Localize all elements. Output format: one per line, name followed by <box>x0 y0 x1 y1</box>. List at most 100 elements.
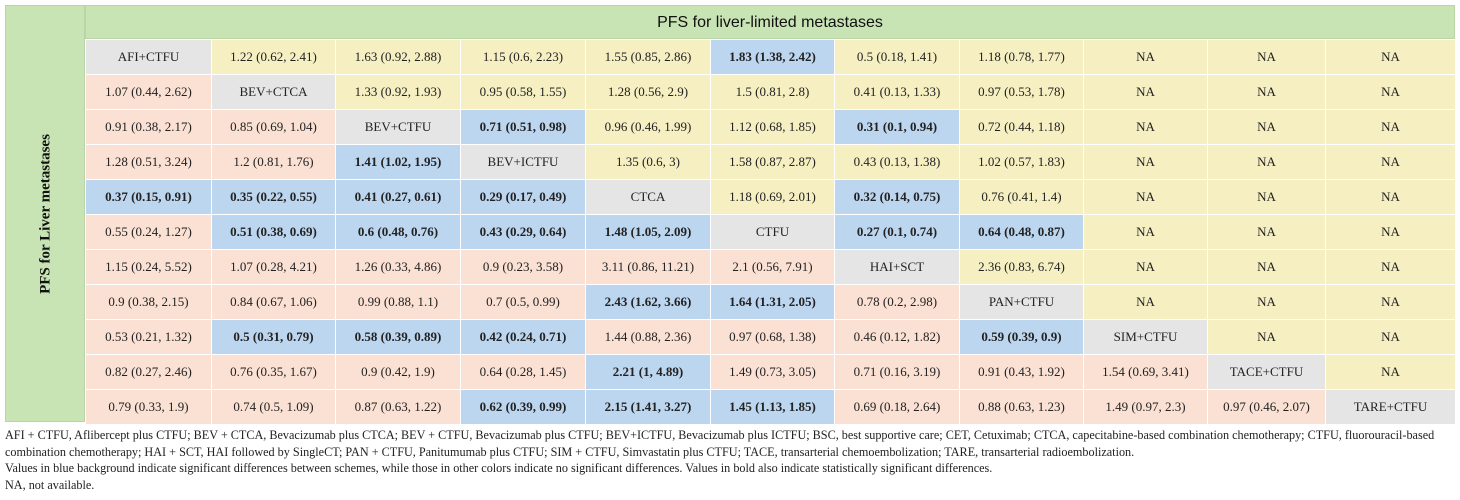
comparison-cell: 0.7 (0.5, 0.99) <box>460 284 586 320</box>
treatment-label-cell: BEV+CTCA <box>211 74 336 110</box>
treatment-label-cell: PAN+CTFU <box>959 284 1084 320</box>
comparison-cell: NA <box>1325 109 1456 145</box>
comparison-cell: 0.35 (0.22, 0.55) <box>211 179 336 215</box>
comparison-cell: NA <box>1207 74 1326 110</box>
comparison-cell: 0.32 (0.14, 0.75) <box>834 179 960 215</box>
comparison-cell: NA <box>1083 74 1208 110</box>
comparison-cell: 1.55 (0.85, 2.86) <box>585 39 711 75</box>
table-row: 0.91 (0.38, 2.17) 0.85 (0.69, 1.04) BEV+CT… <box>85 109 1456 145</box>
comparison-cell: 0.72 (0.44, 1.18) <box>959 109 1084 145</box>
comparison-cell: NA <box>1083 179 1208 215</box>
comparison-cell: 1.28 (0.51, 3.24) <box>85 144 212 180</box>
comparison-cell: 0.95 (0.58, 1.55) <box>460 74 586 110</box>
comparison-cell: 0.76 (0.35, 1.67) <box>211 354 336 390</box>
comparison-cell: 0.76 (0.41, 1.4) <box>959 179 1084 215</box>
comparison-cell: 0.58 (0.39, 0.89) <box>335 319 461 355</box>
comparison-cell: 1.35 (0.6, 3) <box>585 144 711 180</box>
comparison-cell: NA <box>1083 214 1208 250</box>
comparison-cell: 2.1 (0.56, 7.91) <box>710 249 835 285</box>
table-row: 0.82 (0.27, 2.46) 0.76 (0.35, 1.67) 0.9 (0… <box>85 354 1456 390</box>
comparison-cell: 0.74 (0.5, 1.09) <box>211 389 336 425</box>
comparison-cell: 3.11 (0.86, 11.21) <box>585 249 711 285</box>
comparison-cell: 0.9 (0.23, 3.58) <box>460 249 586 285</box>
comparison-cell: 0.6 (0.48, 0.76) <box>335 214 461 250</box>
comparison-cell: 1.64 (1.31, 2.05) <box>710 284 835 320</box>
comparison-cell: 0.97 (0.68, 1.38) <box>710 319 835 355</box>
row-axis-label: PFS for Liver metastases <box>5 5 85 422</box>
comparison-cell: 1.41 (1.02, 1.95) <box>335 144 461 180</box>
comparison-cell: 0.64 (0.28, 1.45) <box>460 354 586 390</box>
comparison-cell: NA <box>1325 39 1456 75</box>
comparison-cell: 2.15 (1.41, 3.27) <box>585 389 711 425</box>
comparison-cell: NA <box>1083 284 1208 320</box>
comparison-cell: 1.49 (0.73, 3.05) <box>710 354 835 390</box>
comparison-cell: 0.51 (0.38, 0.69) <box>211 214 336 250</box>
comparison-cell: NA <box>1083 39 1208 75</box>
comparison-cell: 0.82 (0.27, 2.46) <box>85 354 212 390</box>
column-axis-header: PFS for liver-limited metastases <box>85 5 1455 39</box>
comparison-cell: 1.45 (1.13, 1.85) <box>710 389 835 425</box>
comparison-cell: 0.29 (0.17, 0.49) <box>460 179 586 215</box>
comparison-cell: NA <box>1207 249 1326 285</box>
comparison-cell: 1.15 (0.24, 5.52) <box>85 249 212 285</box>
comparison-cell: NA <box>1207 179 1326 215</box>
comparison-cell: 0.71 (0.16, 3.19) <box>834 354 960 390</box>
comparison-cell: 0.43 (0.29, 0.64) <box>460 214 586 250</box>
comparison-cell: 0.71 (0.51, 0.98) <box>460 109 586 145</box>
comparison-cell: 1.18 (0.69, 2.01) <box>710 179 835 215</box>
comparison-cell: 1.12 (0.68, 1.85) <box>710 109 835 145</box>
comparison-cell: 1.07 (0.28, 4.21) <box>211 249 336 285</box>
comparison-cell: NA <box>1325 354 1456 390</box>
comparison-cell: 1.18 (0.78, 1.77) <box>959 39 1084 75</box>
comparison-cell: 1.5 (0.81, 2.8) <box>710 74 835 110</box>
na-note: NA, not available. <box>5 477 95 492</box>
comparison-cell: 0.87 (0.63, 1.22) <box>335 389 461 425</box>
comparison-cell: 1.48 (1.05, 2.09) <box>585 214 711 250</box>
comparison-cell: 0.64 (0.48, 0.87) <box>959 214 1084 250</box>
comparison-cell: 1.63 (0.92, 2.88) <box>335 39 461 75</box>
comparison-cell: NA <box>1325 249 1456 285</box>
comparison-cell: 1.33 (0.92, 1.93) <box>335 74 461 110</box>
comparison-cell: 0.99 (0.88, 1.1) <box>335 284 461 320</box>
comparison-cell: NA <box>1083 144 1208 180</box>
comparison-cell: 0.37 (0.15, 0.91) <box>85 179 212 215</box>
comparison-cell: 0.91 (0.43, 1.92) <box>959 354 1084 390</box>
comparison-cell: NA <box>1083 109 1208 145</box>
comparison-cell: 0.42 (0.24, 0.71) <box>460 319 586 355</box>
comparison-cell: NA <box>1325 214 1456 250</box>
comparison-cell: 1.54 (0.69, 3.41) <box>1083 354 1208 390</box>
comparison-cell: 1.07 (0.44, 2.62) <box>85 74 212 110</box>
comparison-cell: 0.27 (0.1, 0.74) <box>834 214 960 250</box>
comparison-cell: 1.22 (0.62, 2.41) <box>211 39 336 75</box>
comparison-cell: 0.46 (0.12, 1.82) <box>834 319 960 355</box>
table-row: 1.28 (0.51, 3.24) 1.2 (0.81, 1.76) 1.41 (1… <box>85 144 1456 180</box>
treatment-label-cell: CTFU <box>710 214 835 250</box>
comparison-cell: 0.55 (0.24, 1.27) <box>85 214 212 250</box>
comparison-cell: 0.78 (0.2, 2.98) <box>834 284 960 320</box>
comparison-cell: 0.79 (0.33, 1.9) <box>85 389 212 425</box>
treatment-label-cell: TACE+CTFU <box>1207 354 1326 390</box>
comparison-cell: NA <box>1207 214 1326 250</box>
comparison-cell: 1.02 (0.57, 1.83) <box>959 144 1084 180</box>
comparison-cell: 0.5 (0.18, 1.41) <box>834 39 960 75</box>
comparison-cell: 1.26 (0.33, 4.86) <box>335 249 461 285</box>
comparison-cell: 0.85 (0.69, 1.04) <box>211 109 336 145</box>
comparison-cell: 1.58 (0.87, 2.87) <box>710 144 835 180</box>
comparison-cell: 0.41 (0.27, 0.61) <box>335 179 461 215</box>
side-label-text: PFS for Liver metastases <box>37 134 54 294</box>
comparison-cell: NA <box>1325 144 1456 180</box>
comparison-cell: 0.97 (0.46, 2.07) <box>1207 389 1326 425</box>
comparison-cell: NA <box>1207 319 1326 355</box>
comparison-cell: 1.28 (0.56, 2.9) <box>585 74 711 110</box>
treatment-label-cell: TARE+CTFU <box>1325 389 1456 425</box>
comparison-cell: 2.36 (0.83, 6.74) <box>959 249 1084 285</box>
comparison-cell: 0.69 (0.18, 2.64) <box>834 389 960 425</box>
comparison-cell: NA <box>1325 284 1456 320</box>
comparison-cell: 0.96 (0.46, 1.99) <box>585 109 711 145</box>
table-row: 1.07 (0.44, 2.62) BEV+CTCA 1.33 (0.92, 1.9… <box>85 74 1456 110</box>
comparison-cell: NA <box>1325 179 1456 215</box>
comparison-cell: 1.49 (0.97, 2.3) <box>1083 389 1208 425</box>
comparison-cell: 1.44 (0.88, 2.36) <box>585 319 711 355</box>
treatment-label-cell: BEV+CTFU <box>335 109 461 145</box>
comparison-cell: 0.97 (0.53, 1.78) <box>959 74 1084 110</box>
